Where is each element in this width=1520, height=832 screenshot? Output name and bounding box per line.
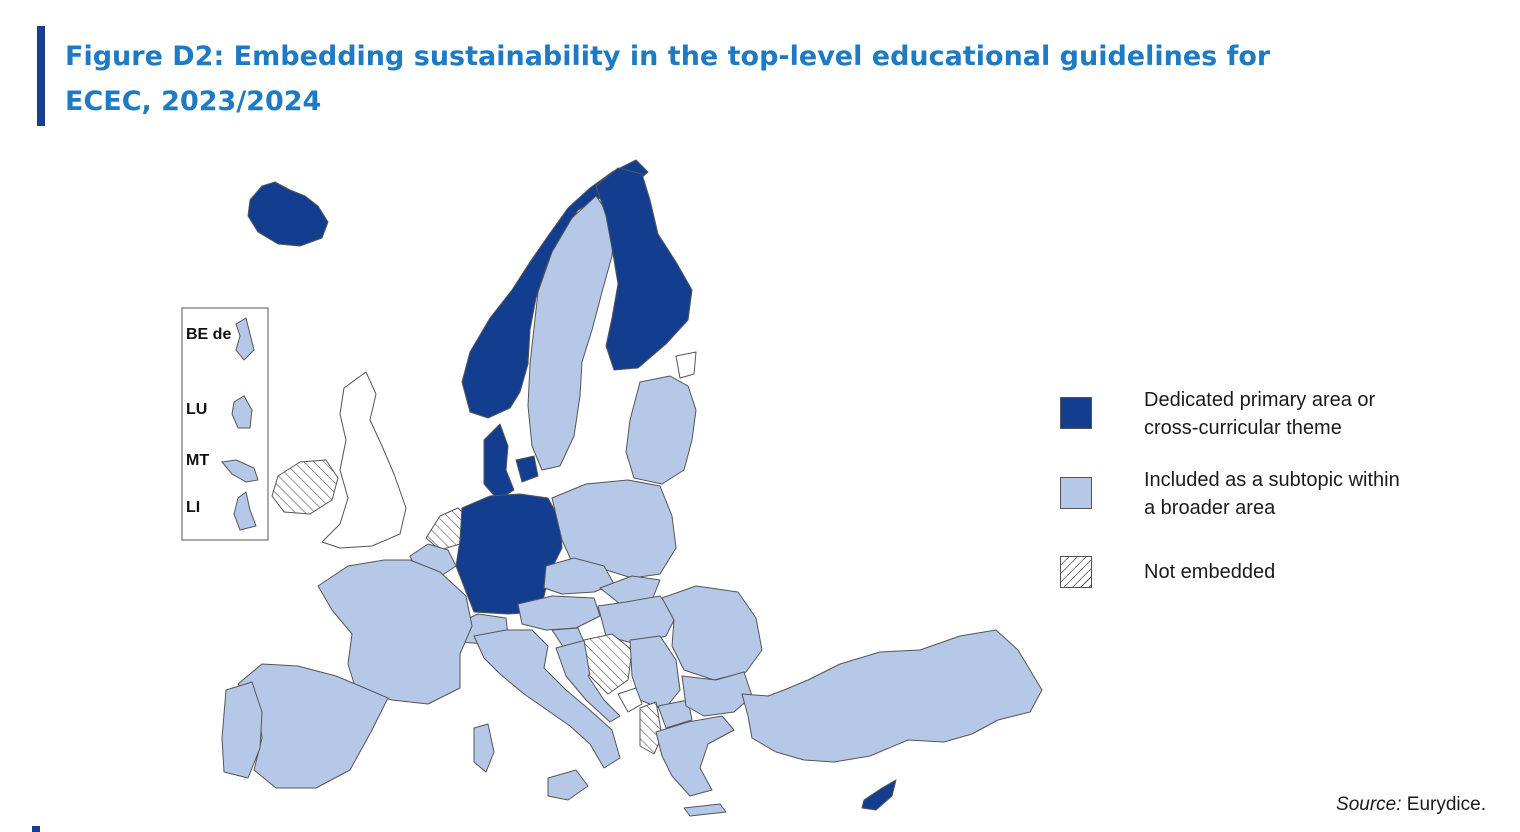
region-ireland <box>271 459 339 515</box>
inset-label-li: LI <box>186 499 200 516</box>
region-italy <box>473 629 621 769</box>
legend-swatch-subtopic <box>1060 477 1092 509</box>
region-greece <box>655 715 735 797</box>
region-cyprus <box>861 779 897 811</box>
inset-shape-li <box>233 491 257 531</box>
title-accent-bar <box>37 26 45 126</box>
legend-swatch-not-embedded <box>1060 556 1092 588</box>
region-bulgaria <box>681 671 753 717</box>
inset-box: BE de LU MT LI <box>181 307 269 541</box>
region-poland <box>551 479 677 579</box>
region-denmark <box>483 423 515 501</box>
region-sardinia <box>473 723 495 773</box>
region-albania <box>639 701 663 755</box>
region-north-macedonia <box>657 699 693 729</box>
legend-swatch-dedicated <box>1060 397 1092 429</box>
region-sweden <box>527 195 615 471</box>
inset-label-lu: LU <box>186 401 207 418</box>
region-montenegro <box>617 687 643 713</box>
source-note: Source: Eurydice. <box>1336 794 1486 816</box>
inset-label-be-de: BE de <box>186 326 231 343</box>
inset-shape-lu <box>231 395 253 429</box>
region-crete <box>683 803 727 817</box>
figure-title: Figure D2: Embedding sustainability in t… <box>65 41 1271 117</box>
region-portugal <box>221 681 263 779</box>
region-finland <box>595 167 693 371</box>
region-great-britain <box>321 371 407 549</box>
inset-shape-be-de <box>235 317 255 361</box>
legend-label-not-embedded: Not embedded <box>1144 561 1276 583</box>
region-serbia <box>629 635 681 711</box>
region-baltics <box>625 375 697 485</box>
region-austria <box>517 595 601 631</box>
region-france <box>317 559 473 705</box>
region-turkey <box>741 629 1043 763</box>
region-germany <box>455 493 563 615</box>
legend-label-dedicated: Dedicated primary area or cross-curricul… <box>1144 389 1376 439</box>
source-prefix: Source: <box>1336 794 1402 815</box>
region-russia-edge <box>675 351 697 379</box>
region-iceland <box>247 181 329 247</box>
region-romania <box>661 585 763 681</box>
bottom-accent-mark <box>32 826 40 832</box>
inset-shape-mt <box>221 459 259 483</box>
legend-label-subtopic: Included as a subtopic within a broader … <box>1144 469 1400 519</box>
region-sicily <box>547 769 589 801</box>
source-text: Eurydice. <box>1401 794 1486 815</box>
region-denmark-islands <box>515 455 539 483</box>
region-slovakia <box>599 575 661 605</box>
inset-label-mt: MT <box>186 452 209 469</box>
region-bosnia <box>583 633 633 695</box>
